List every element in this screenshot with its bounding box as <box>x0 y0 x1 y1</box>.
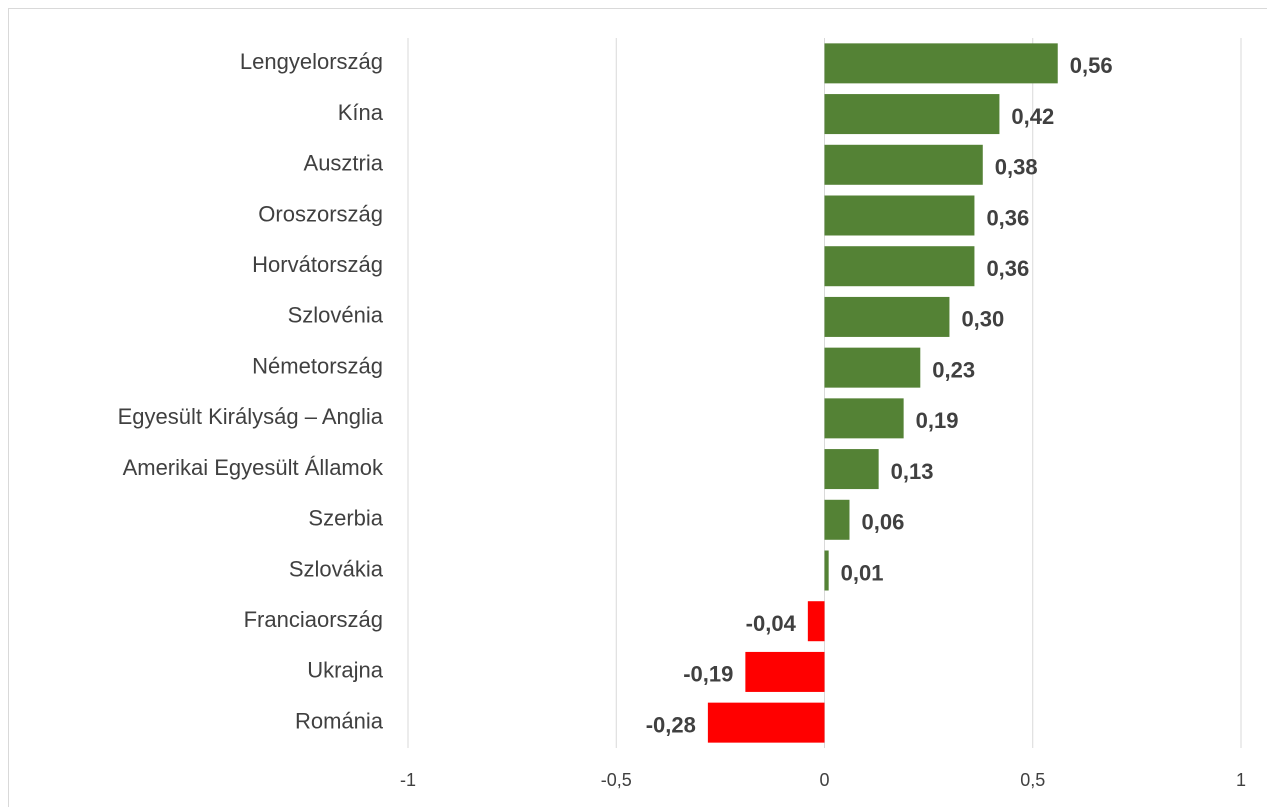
y-tick-label: Kína <box>338 100 384 125</box>
bar <box>824 296 950 337</box>
chart-border <box>8 8 1267 807</box>
value-label: 0,01 <box>841 560 884 585</box>
bar <box>824 195 975 236</box>
bar <box>824 43 1058 84</box>
value-label: -0,28 <box>646 712 696 737</box>
x-tick-label: 0 <box>819 770 829 790</box>
bar <box>824 499 850 540</box>
value-label: 0,38 <box>995 155 1038 180</box>
value-label: -0,19 <box>683 662 733 687</box>
value-label: 0,30 <box>961 307 1004 332</box>
value-label: 0,06 <box>861 510 904 535</box>
bar <box>824 144 983 185</box>
bar <box>807 601 825 642</box>
value-label: 0,56 <box>1070 53 1113 78</box>
bar <box>824 347 921 388</box>
x-tick-label: 0,5 <box>1020 770 1045 790</box>
y-tick-label: Szerbia <box>308 506 383 531</box>
y-tick-label: Horvátország <box>252 252 383 277</box>
bar <box>707 702 825 743</box>
bar <box>824 449 879 490</box>
y-tick-label: Ausztria <box>304 151 384 176</box>
value-label: 0,13 <box>891 459 934 484</box>
x-tick-label: -0,5 <box>601 770 632 790</box>
y-tick-label: Lengyelország <box>240 49 383 74</box>
bar <box>745 651 825 692</box>
y-tick-label: Németország <box>252 353 383 378</box>
x-tick-label: -1 <box>400 770 416 790</box>
x-tick-label: 1 <box>1236 770 1246 790</box>
value-label: 0,19 <box>916 408 959 433</box>
y-tick-label: Románia <box>295 708 384 733</box>
y-tick-label: Franciaország <box>244 607 383 632</box>
value-label: 0,36 <box>986 256 1029 281</box>
value-label: 0,36 <box>986 205 1029 230</box>
y-tick-label: Ukrajna <box>307 658 384 683</box>
bar <box>824 550 829 591</box>
y-tick-label: Szlovénia <box>288 303 384 328</box>
value-label: 0,23 <box>932 357 975 382</box>
bar <box>824 246 975 287</box>
bar <box>824 94 1000 135</box>
y-tick-label: Oroszország <box>258 201 383 226</box>
y-tick-label: Egyesült Királyság – Anglia <box>118 404 384 429</box>
bar <box>824 398 904 439</box>
value-label: -0,04 <box>746 611 797 636</box>
y-tick-label: Szlovákia <box>289 556 384 581</box>
value-label: 0,42 <box>1011 104 1054 129</box>
y-tick-label: Amerikai Egyesült Államok <box>123 455 384 480</box>
